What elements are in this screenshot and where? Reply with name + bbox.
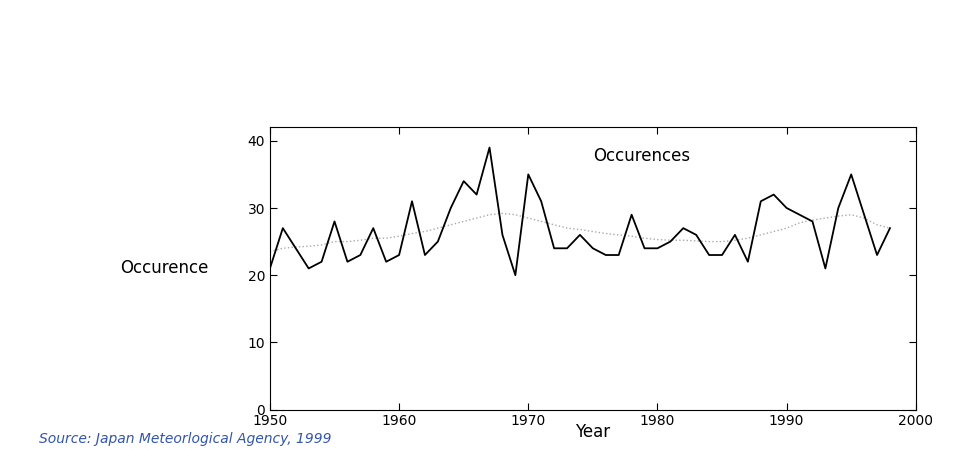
Text: Source: Japan Meteorlogical Agency, 1999: Source: Japan Meteorlogical Agency, 1999 xyxy=(39,432,331,446)
Text: Occurences: Occurences xyxy=(593,147,690,165)
Text: Occurence: Occurence xyxy=(120,259,208,278)
Text: Year: Year xyxy=(576,423,610,441)
